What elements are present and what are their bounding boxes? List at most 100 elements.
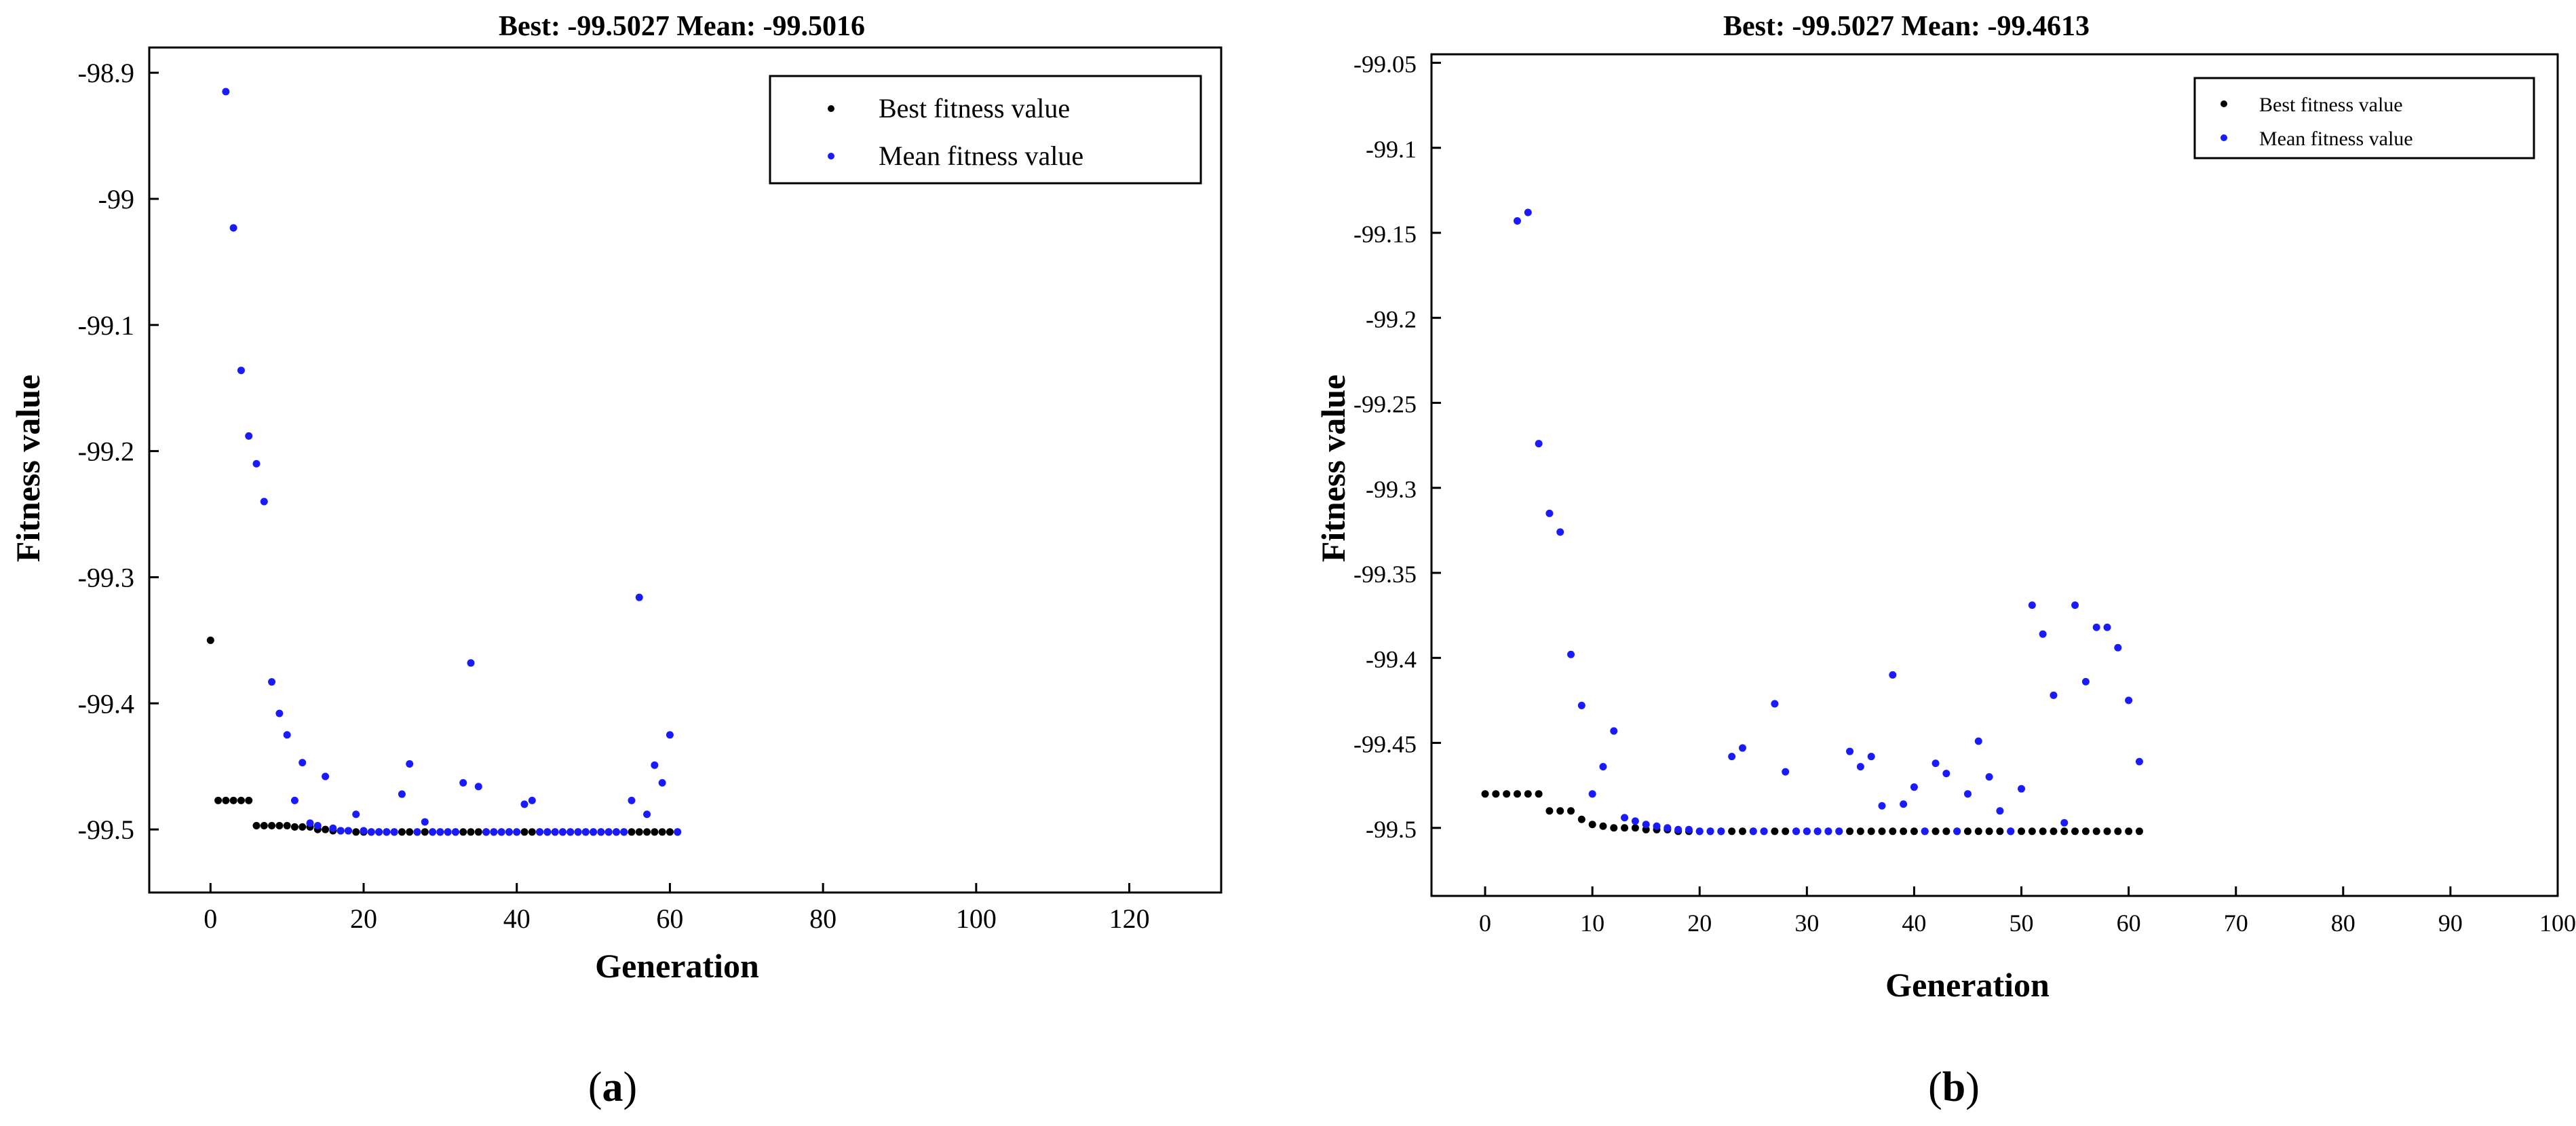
chart-b-point-best xyxy=(1492,790,1500,798)
chart-a-point-mean xyxy=(313,822,322,830)
chart-a-y-tick-label: -99.5 xyxy=(78,814,134,845)
chart-b-point-mean xyxy=(1953,827,1961,836)
chart-b-y-tick-label: -99.2 xyxy=(1366,305,1417,333)
chart-a-point-best xyxy=(299,823,307,831)
chart-b-point-mean xyxy=(1545,509,1554,517)
chart-b-y-tick-label: -99.25 xyxy=(1353,391,1417,418)
chart-b-plot-frame xyxy=(1430,53,2559,897)
chart-a-y-axis: -99.5 -99.4 -99.3 -99.2 -99.1 -99 -98.9 xyxy=(78,58,159,845)
chart-b-point-mean xyxy=(2081,677,2090,686)
chart-b-point-mean xyxy=(1599,763,1607,771)
chart-b-point-mean xyxy=(2018,785,2026,793)
chart-b-point-best xyxy=(1728,827,1736,836)
chart-a-point-mean xyxy=(658,778,666,787)
chart-a-point-mean xyxy=(337,827,345,835)
chart-b-point-mean xyxy=(2114,643,2122,652)
chart-a-point-mean xyxy=(474,783,482,791)
chart-b-point-mean xyxy=(1610,727,1618,735)
chart-a-point-best xyxy=(635,828,643,836)
chart-b-point-mean xyxy=(2039,630,2047,638)
chart-b-point-best xyxy=(2018,827,2026,836)
chart-b-x-axis: 0 10 20 30 40 50 60 70 80 90 100 xyxy=(1479,886,2576,937)
chart-a-point-best xyxy=(643,828,651,836)
caption-a-letter: a xyxy=(602,1064,623,1110)
chart-b-point-best xyxy=(2103,827,2111,836)
chart-a-point-mean xyxy=(306,819,314,827)
chart-a-point-mean xyxy=(513,828,521,836)
chart-a-point-mean xyxy=(674,828,682,836)
chart-b-point-best xyxy=(1963,827,1972,836)
chart-a-point-mean xyxy=(505,828,513,836)
chart-b-point-best xyxy=(1503,790,1511,798)
chart-b-point-best xyxy=(2125,827,2133,836)
chart-a-point-mean xyxy=(628,796,636,804)
chart-b-point-best xyxy=(1481,790,1489,798)
chart-b-point-mean xyxy=(1621,814,1629,822)
chart-b-point-mean xyxy=(1878,802,1886,810)
chart-a-point-mean xyxy=(375,828,383,836)
chart-a-point-best xyxy=(237,796,245,804)
chart-a-point-mean xyxy=(451,828,459,836)
chart-b-point-mean xyxy=(2007,827,2015,836)
chart-b-point-mean xyxy=(1910,783,1918,791)
chart-b-x-tick-label: 40 xyxy=(1902,909,1926,937)
chart-a-point-mean xyxy=(620,828,628,836)
chart-a-point-mean xyxy=(635,593,643,601)
chart-b-y-tick-label: -99.45 xyxy=(1353,731,1417,758)
chart-a-point-best xyxy=(229,796,237,804)
chart-b-point-mean xyxy=(2103,623,2111,631)
chart-b-point-mean xyxy=(1996,807,2004,815)
chart-b-point-best xyxy=(1545,807,1554,815)
chart-a-point-best xyxy=(268,822,276,830)
chart-a-point-mean xyxy=(651,761,659,769)
chart-b-point-best xyxy=(1599,822,1607,830)
chart-a-point-mean xyxy=(329,824,337,832)
chart-a-point-best xyxy=(245,796,253,804)
chart-b-point-best xyxy=(1900,827,1908,836)
chart-a-y-tick-label: -99.2 xyxy=(78,436,134,467)
chart-b-point-best xyxy=(1631,824,1639,832)
chart-a-point-mean xyxy=(551,828,559,836)
chart-a-point-mean xyxy=(536,828,544,836)
chart-a-x-tick-label: 40 xyxy=(503,903,531,934)
chart-b-legend-label-best: Best fitness value xyxy=(2259,94,2403,116)
chart-b-point-best xyxy=(1513,790,1521,798)
chart-b-point-best xyxy=(1942,827,1950,836)
chart-b-point-mean xyxy=(1706,827,1714,836)
chart-b-y-tick-label: -99.35 xyxy=(1353,561,1417,588)
chart-b-point-mean xyxy=(1535,440,1543,448)
chart-a-point-mean xyxy=(612,828,620,836)
chart-a-point-best xyxy=(658,828,666,836)
chart-a-points xyxy=(206,88,682,836)
chart-b-point-best xyxy=(1771,827,1779,836)
chart-a-point-best xyxy=(275,822,284,830)
chart-b-point-best xyxy=(1738,827,1746,836)
chart-b-point-mean xyxy=(2028,601,2036,609)
chart-a-x-tick-label: 100 xyxy=(956,903,997,934)
chart-a-point-best xyxy=(651,828,659,836)
caption-a: (a) xyxy=(588,1064,637,1110)
chart-a-point-mean xyxy=(520,800,528,808)
chart-b-point-best xyxy=(2081,827,2090,836)
chart-b-point-best xyxy=(1642,825,1650,833)
chart-b-x-tick-label: 90 xyxy=(2438,909,2463,937)
chart-a-point-mean xyxy=(290,796,299,804)
chart-a-point-mean xyxy=(322,772,330,781)
chart-a-point-mean xyxy=(421,818,429,826)
chart-a-point-mean xyxy=(436,828,444,836)
chart-a-point-best xyxy=(322,825,330,833)
chart-a-legend: Best fitness value Mean fitness value xyxy=(769,75,1202,185)
chart-b-point-mean xyxy=(1803,827,1811,836)
chart-b-y-tick-label: -99.15 xyxy=(1353,221,1417,248)
chart-a-title: Best: -99.5027 Mean: -99.5016 xyxy=(499,11,865,42)
chart-b-point-best xyxy=(2071,827,2079,836)
chart-b-point-mean xyxy=(1963,790,1972,798)
chart-a-x-tick-label: 120 xyxy=(1109,903,1150,934)
chart-b-point-mean xyxy=(2050,691,2058,699)
chart-a-point-best xyxy=(214,796,223,804)
chart-b-y-tick-label: -99.4 xyxy=(1366,645,1417,673)
chart-b-y-tick-label: -99.3 xyxy=(1366,476,1417,503)
chart-a-y-tick-label: -99 xyxy=(98,184,134,214)
chart-a-point-mean xyxy=(245,432,253,440)
chart-a-x-axis-label: Generation xyxy=(595,947,759,985)
